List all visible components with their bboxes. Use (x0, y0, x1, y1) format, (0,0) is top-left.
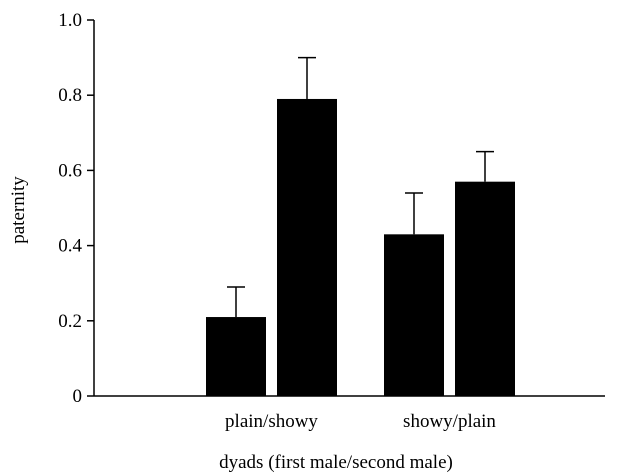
y-tick-label: 0 (73, 386, 83, 407)
bar (277, 98, 337, 397)
y-tick-label: 0.4 (58, 236, 82, 257)
x-group-label: plain/showy (225, 411, 318, 432)
bar (384, 234, 444, 396)
y-tick-label: 0.2 (58, 311, 82, 332)
bar (206, 317, 266, 396)
bars (206, 56, 515, 397)
x-axis-title: dyads (first male/second male) (219, 452, 453, 473)
y-tick-label: 0.8 (58, 85, 82, 106)
y-tick-label: 1.0 (58, 10, 82, 31)
y-ticks: 0 0.2 0.4 0.6 0.8 1.0 (58, 10, 94, 407)
group-labels: plain/showy showy/plain (225, 411, 496, 432)
axes (93, 20, 605, 397)
bar (455, 181, 515, 396)
y-axis-title: paternity (8, 176, 29, 244)
x-group-label: showy/plain (403, 411, 496, 432)
y-tick-label: 0.6 (58, 160, 82, 181)
